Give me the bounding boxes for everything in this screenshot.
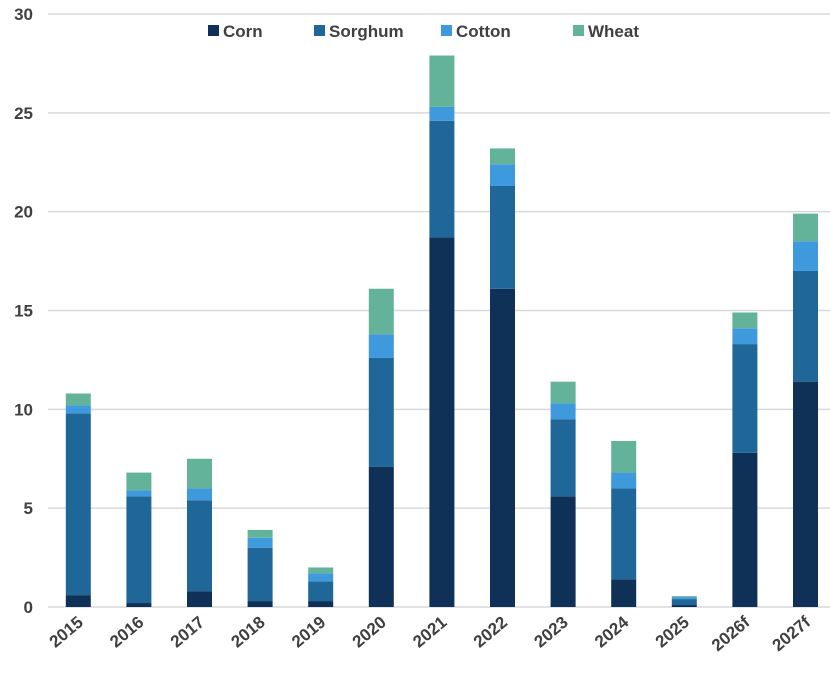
- y-tick-label: 20: [14, 203, 33, 222]
- bar-sorghum-2021: [429, 120, 455, 238]
- x-tick-label: 2023: [530, 613, 571, 652]
- legend: Corn Sorghum Cotton Wheat: [208, 22, 639, 41]
- bar-corn-2018: [247, 601, 273, 607]
- bar-wheat-2017: [187, 458, 212, 489]
- legend-swatch-wheat: [573, 25, 584, 36]
- bar-cotton-2020: [368, 334, 394, 358]
- bar-corn-2027f: [793, 381, 818, 607]
- bar-corn-2017: [187, 591, 212, 607]
- bar-cotton-2025: [671, 597, 697, 600]
- bar-wheat-2024: [611, 440, 637, 473]
- legend-swatch-sorghum: [314, 25, 325, 36]
- bar-corn-2021: [429, 237, 455, 607]
- x-tick-label: 2016: [106, 613, 147, 652]
- bar-cotton-2023: [550, 403, 576, 420]
- bar-cotton-2024: [611, 472, 637, 489]
- bar-sorghum-2026f: [732, 344, 758, 453]
- y-tick-label: 25: [14, 104, 33, 123]
- bar-wheat-2027f: [793, 213, 818, 242]
- bar-sorghum-2018: [247, 547, 273, 602]
- legend-swatch-corn: [208, 25, 219, 36]
- x-tick-label: 2019: [288, 613, 329, 652]
- bar-wheat-2022: [490, 148, 515, 165]
- bar-sorghum-2019: [308, 581, 334, 602]
- y-tick-label: 30: [14, 5, 33, 24]
- x-tick-label: 2027f: [769, 612, 815, 655]
- bar-sorghum-2017: [187, 500, 212, 592]
- bar-corn-2026f: [732, 452, 758, 607]
- bar-wheat-2019: [308, 567, 334, 574]
- bar-cotton-2016: [126, 490, 152, 497]
- bar-sorghum-2023: [550, 419, 576, 497]
- x-tick-label: 2026f: [708, 612, 754, 655]
- bar-sorghum-2016: [126, 496, 152, 604]
- legend-label-wheat: Wheat: [588, 22, 639, 41]
- bar-wheat-2016: [126, 472, 152, 491]
- x-tick-label: 2017: [167, 613, 208, 652]
- x-tick-label: 2021: [409, 613, 450, 652]
- bar-corn-2022: [490, 288, 515, 607]
- bar-cotton-2022: [490, 164, 515, 186]
- bar-cotton-2017: [187, 488, 212, 501]
- bar-corn-2019: [308, 601, 334, 607]
- bar-sorghum-2022: [490, 185, 515, 289]
- legend-label-cotton: Cotton: [456, 22, 511, 41]
- bar-cotton-2018: [247, 537, 273, 548]
- bar-sorghum-2020: [368, 357, 394, 467]
- bar-corn-2024: [611, 579, 637, 607]
- y-axis-ticks: 0 5 10 15 20 25 30: [14, 5, 33, 617]
- x-tick-label: 2020: [349, 613, 390, 652]
- bar-wheat-2023: [550, 381, 576, 404]
- x-tick-label: 2025: [652, 613, 693, 652]
- bar-cotton-2015: [65, 405, 91, 414]
- y-tick-label: 10: [14, 400, 33, 419]
- bar-corn-2025: [671, 605, 697, 607]
- bar-corn-2016: [126, 603, 152, 607]
- legend-label-sorghum: Sorghum: [329, 22, 404, 41]
- bar-wheat-2018: [247, 529, 273, 538]
- y-tick-label: 0: [24, 598, 33, 617]
- bar-sorghum-2024: [611, 488, 637, 580]
- x-tick-label: 2022: [470, 613, 511, 652]
- bar-cotton-2021: [429, 106, 455, 121]
- x-tick-label: 2015: [46, 613, 87, 652]
- bar-wheat-2025: [671, 596, 697, 598]
- bar-corn-2020: [368, 466, 394, 607]
- bar-cotton-2026f: [732, 328, 758, 345]
- bar-sorghum-2025: [671, 599, 697, 606]
- bar-cotton-2027f: [793, 241, 818, 271]
- bar-cotton-2019: [308, 573, 334, 582]
- x-axis-ticks: 2015 2016 2017 2018 2019 2020 2021 2022 2023 2024…: [46, 612, 815, 655]
- x-tick-label: 2018: [227, 613, 268, 652]
- bar-corn-2023: [550, 496, 576, 607]
- legend-label-corn: Corn: [223, 22, 263, 41]
- y-tick-label: 5: [24, 499, 33, 518]
- legend-swatch-cotton: [441, 25, 452, 36]
- bar-sorghum-2015: [65, 413, 91, 596]
- bar-wheat-2026f: [732, 312, 758, 329]
- y-tick-label: 15: [14, 302, 33, 321]
- bar-wheat-2021: [429, 55, 455, 107]
- bar-corn-2015: [65, 595, 91, 607]
- bar-sorghum-2027f: [793, 270, 818, 382]
- bar-wheat-2020: [368, 288, 394, 335]
- bars: [65, 55, 818, 607]
- bar-wheat-2015: [65, 393, 91, 406]
- x-tick-label: 2024: [591, 612, 633, 651]
